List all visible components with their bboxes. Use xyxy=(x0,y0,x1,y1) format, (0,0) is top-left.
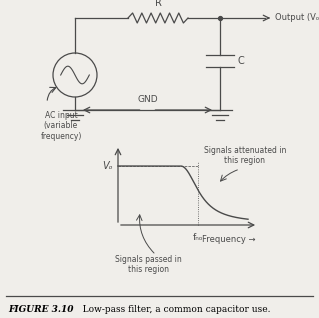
Text: C: C xyxy=(238,56,245,66)
Text: AC input
(variable
frequency): AC input (variable frequency) xyxy=(40,111,82,141)
Text: Signals passed in
this region: Signals passed in this region xyxy=(115,255,182,274)
Text: Signals attenuated in
this region: Signals attenuated in this region xyxy=(204,146,286,165)
Text: Low-pass filter, a common capacitor use.: Low-pass filter, a common capacitor use. xyxy=(74,306,271,315)
Text: GND: GND xyxy=(137,95,158,104)
Text: FIGURE 3.10: FIGURE 3.10 xyxy=(8,306,73,315)
Text: Vₒ: Vₒ xyxy=(102,161,113,171)
Text: Frequency →: Frequency → xyxy=(203,235,256,244)
Text: fₙₒ: fₙₒ xyxy=(193,233,203,242)
Text: Output (Vₒ): Output (Vₒ) xyxy=(275,13,319,23)
Text: R: R xyxy=(155,0,161,8)
